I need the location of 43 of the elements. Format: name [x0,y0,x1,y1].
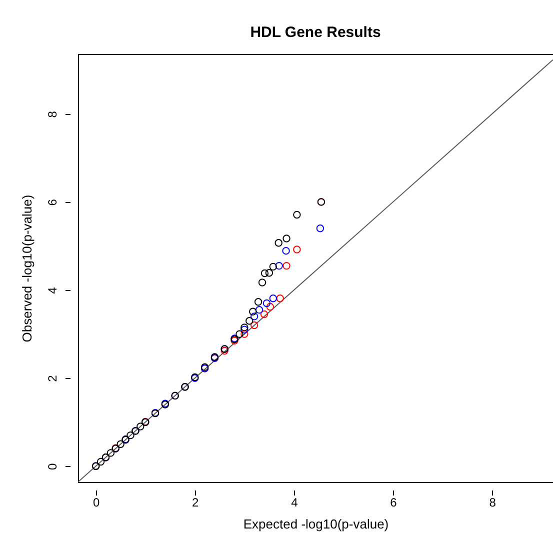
y-axis-title: Observed -log10(p-value) [20,194,34,342]
point [269,294,278,302]
point [240,330,248,338]
point [126,431,134,440]
point [248,308,257,316]
x-tick-label: 6 [390,496,398,510]
point [282,262,290,270]
y-tick-label: 8 [46,110,60,118]
x-axis-title: Expected -log10(p-value) [243,516,389,532]
chart-title: HDL Gene Results [250,24,381,41]
point [258,278,266,286]
point [269,262,278,271]
point [262,299,271,308]
point [250,312,258,320]
point [96,458,105,466]
point [255,306,264,314]
point [136,422,144,430]
y-tick-label: 0 [46,462,60,470]
point [274,239,282,247]
y-tick-label: 6 [46,198,60,206]
point [246,316,254,325]
y-tick-label: 4 [46,286,60,294]
point [316,224,324,232]
point [282,246,290,255]
point [265,268,274,277]
point [293,246,301,254]
x-tick-label: 0 [92,496,100,510]
point [293,210,301,219]
point [116,440,124,448]
point [260,310,268,318]
point [266,302,274,311]
point [250,321,258,330]
point [275,262,283,270]
point [236,330,244,338]
y-tick-label: 2 [46,374,60,382]
point [106,449,115,457]
x-tick-label: 2 [192,496,200,510]
point [276,294,284,302]
x-tick-label: 8 [489,496,496,510]
point [260,269,269,278]
point [254,298,262,306]
point [282,234,290,242]
x-tick-label: 4 [291,496,298,510]
